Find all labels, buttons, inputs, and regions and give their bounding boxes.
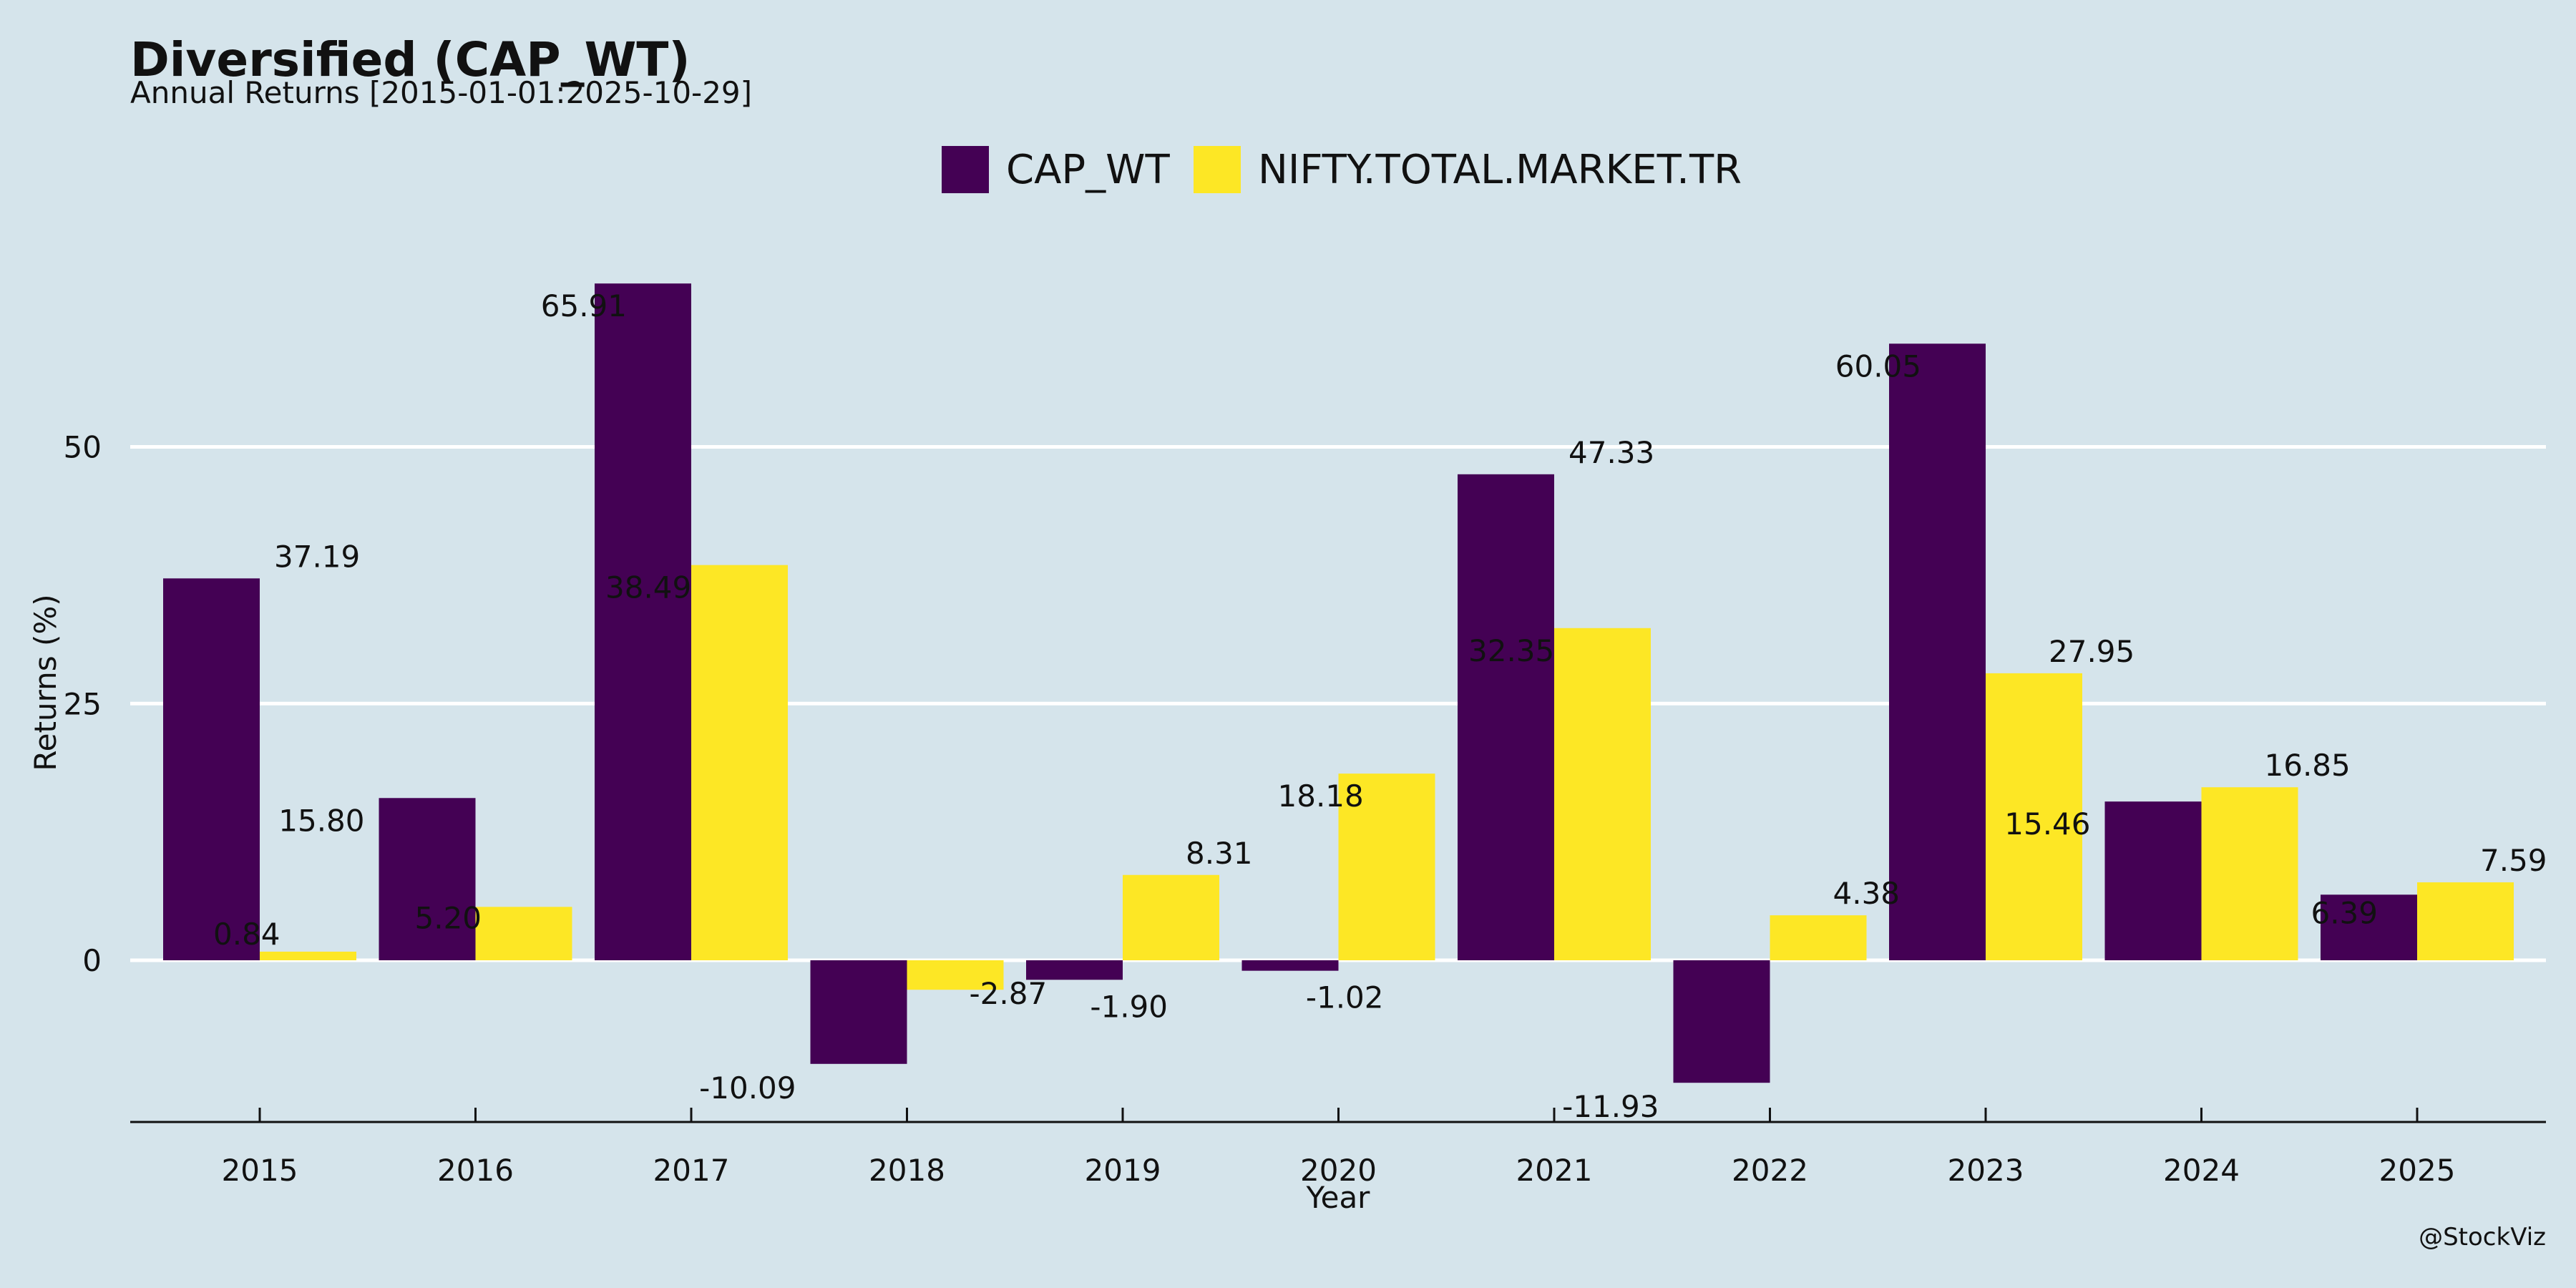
y-tick-label: 50 — [64, 430, 102, 465]
credit-text: @StockViz — [2419, 1223, 2546, 1252]
x-tick-label: 2015 — [222, 1153, 298, 1188]
data-label-cap-wt-2025: 6.39 — [2311, 895, 2378, 930]
x-tick-label: 2022 — [1732, 1153, 1808, 1188]
data-label-nifty-total-market-tr-2017: 38.49 — [605, 570, 691, 605]
data-label-nifty-total-market-tr-2020: 18.18 — [1278, 779, 1364, 814]
bar-cap-wt-2023 — [1889, 343, 1986, 961]
bar-cap-wt-2021 — [1458, 474, 1554, 960]
data-label-cap-wt-2018: -10.09 — [699, 1070, 796, 1106]
legend-swatch-series-2 — [1194, 146, 1241, 193]
chart-title: Diversified (CAP_WT) — [130, 32, 691, 87]
x-tick-label: 2023 — [1948, 1153, 2024, 1188]
bar-cap-wt-2022 — [1673, 960, 1770, 1083]
data-label-nifty-total-market-tr-2019: 8.31 — [1186, 836, 1253, 871]
bar-nifty-total-market-tr-2023 — [1986, 673, 2082, 960]
x-tick-label: 2016 — [437, 1153, 514, 1188]
bar-nifty-total-market-tr-2017 — [691, 565, 788, 960]
data-label-nifty-total-market-tr-2015: 0.84 — [213, 917, 280, 952]
data-label-nifty-total-market-tr-2016: 5.20 — [415, 900, 482, 935]
bar-cap-wt-2018 — [810, 960, 907, 1064]
legend-label-series-1: CAP_WT — [1006, 147, 1171, 193]
bar-nifty-total-market-tr-2015 — [260, 951, 356, 960]
y-axis-label: Returns (%) — [28, 594, 63, 771]
legend: CAP_WT NIFTY.TOTAL.MARKET.TR — [942, 146, 1742, 193]
data-label-nifty-total-market-tr-2022: 4.38 — [1833, 876, 1901, 911]
y-tick-label: 0 — [82, 943, 102, 978]
data-label-cap-wt-2016: 15.80 — [278, 803, 364, 838]
x-tick-label: 2021 — [1516, 1153, 1593, 1188]
bar-cap-wt-2025 — [2321, 894, 2417, 960]
bar-nifty-total-market-tr-2024 — [2201, 787, 2298, 960]
data-label-cap-wt-2021: 47.33 — [1568, 435, 1654, 470]
data-label-nifty-total-market-tr-2025: 7.59 — [2480, 843, 2547, 878]
x-tick-label: 2020 — [1300, 1153, 1377, 1188]
data-label-cap-wt-2015: 37.19 — [274, 539, 360, 574]
bar-nifty-total-market-tr-2025 — [2417, 882, 2514, 960]
data-labels: 37.19 0.84 15.80 5.20 65.91 38.49 -10.09 -2.87 -… — [213, 288, 2547, 1124]
bar-nifty-total-market-tr-2020 — [1338, 774, 1435, 960]
bar-nifty-total-market-tr-2022 — [1770, 915, 1867, 960]
bar-nifty-total-market-tr-2016 — [475, 907, 572, 960]
legend-swatch-series-1 — [942, 146, 989, 193]
bar-cap-wt-2019 — [1026, 960, 1123, 980]
x-tick-label: 2025 — [2379, 1153, 2456, 1188]
chart-subtitle: Annual Returns [2015-01-01:2025-10-29] — [130, 75, 752, 110]
x-tick-label: 2017 — [653, 1153, 730, 1188]
legend-label-series-2: NIFTY.TOTAL.MARKET.TR — [1258, 147, 1742, 193]
bars — [163, 283, 2514, 1083]
data-label-nifty-total-market-tr-2023: 27.95 — [2049, 634, 2135, 669]
bar-cap-wt-2020 — [1241, 960, 1339, 971]
data-label-nifty-total-market-tr-2018: -2.87 — [970, 976, 1048, 1011]
data-label-cap-wt-2022: -11.93 — [1562, 1089, 1659, 1124]
bar-nifty-total-market-tr-2019 — [1123, 874, 1219, 960]
data-label-cap-wt-2023: 60.05 — [1835, 348, 1921, 384]
data-label-cap-wt-2020: -1.02 — [1306, 980, 1384, 1015]
data-label-cap-wt-2017: 65.91 — [541, 288, 627, 323]
data-label-nifty-total-market-tr-2021: 32.35 — [1468, 633, 1554, 668]
bar-cap-wt-2015 — [163, 578, 260, 960]
x-tick-label: 2019 — [1085, 1153, 1161, 1188]
bar-cap-wt-2017 — [595, 283, 691, 960]
x-tick-label: 2018 — [869, 1153, 945, 1188]
data-label-cap-wt-2019: -1.90 — [1090, 989, 1168, 1024]
bar-nifty-total-market-tr-2021 — [1554, 628, 1651, 960]
x-axis-label: Year — [1306, 1180, 1371, 1215]
y-tick-label: 25 — [64, 686, 102, 721]
x-tick-label: 2024 — [2163, 1153, 2240, 1188]
bar-cap-wt-2016 — [379, 798, 476, 960]
y-ticks: 0 25 50 — [64, 430, 102, 979]
bar-nifty-total-market-tr-2018 — [907, 960, 1004, 990]
data-label-cap-wt-2024: 15.46 — [2004, 806, 2090, 841]
x-ticks: 2015 2016 2017 2018 2019 2020 2021 2022 2023 2024… — [222, 1108, 2456, 1188]
data-label-nifty-total-market-tr-2024: 16.85 — [2265, 748, 2351, 783]
bar-cap-wt-2024 — [2104, 801, 2202, 960]
